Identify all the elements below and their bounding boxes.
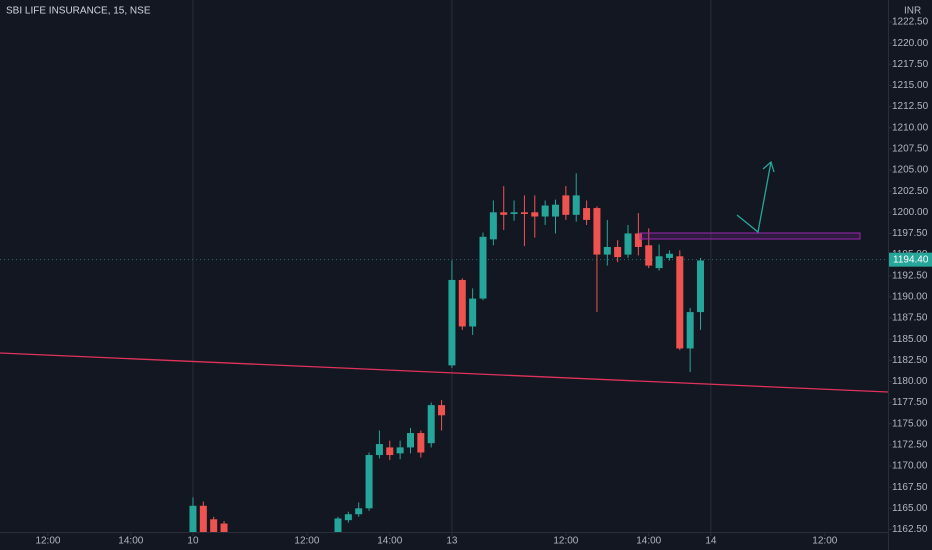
projection-arrow <box>736 161 772 234</box>
y-tick-label: 1170.00 <box>892 461 928 472</box>
candle-body <box>655 256 663 269</box>
y-tick-label: 1187.50 <box>892 313 928 324</box>
candle-body <box>406 433 414 448</box>
candle-body <box>665 253 673 258</box>
candle-body <box>510 212 518 214</box>
candle-body <box>479 236 487 299</box>
candle-body <box>520 212 528 214</box>
x-tick-label: 14:00 <box>377 536 402 547</box>
y-tick-label: 1210.00 <box>892 122 929 133</box>
y-tick-label: 1197.50 <box>892 228 928 239</box>
candle-body <box>531 212 539 217</box>
candle-body <box>583 208 591 220</box>
y-tick-label: 1190.00 <box>892 292 928 303</box>
x-tick-label: 14 <box>705 536 717 547</box>
y-tick-label: 1167.50 <box>892 482 928 493</box>
candle-body <box>189 505 197 532</box>
candle-body <box>427 405 435 444</box>
candle-body <box>552 204 560 217</box>
y-tick-label: 1192.50 <box>892 270 928 281</box>
candle-body <box>417 433 425 453</box>
x-tick-label: 12:00 <box>553 536 578 547</box>
trend-line <box>0 352 888 393</box>
candle-body <box>697 260 705 313</box>
candle-body <box>676 256 684 349</box>
drawings <box>0 160 888 393</box>
candle-body <box>562 195 570 215</box>
y-tick-label: 1205.00 <box>892 165 929 176</box>
y-tick-label: 1222.50 <box>892 17 929 28</box>
candle-body <box>500 212 508 215</box>
resistance-zone <box>639 232 861 240</box>
candle-body <box>614 246 622 258</box>
candle-body <box>634 233 642 247</box>
candle-body <box>624 233 632 255</box>
candle-body <box>572 195 580 215</box>
y-tick-label: 1220.00 <box>892 38 929 49</box>
arrow-head <box>762 160 775 173</box>
x-tick-label: 14:00 <box>636 536 661 547</box>
y-tick-label: 1200.00 <box>892 207 929 218</box>
y-tick-label: 1185.00 <box>892 334 928 345</box>
last-price-box <box>889 252 932 267</box>
candle-body <box>386 447 394 456</box>
x-tick-label: 12:00 <box>294 536 319 547</box>
y-tick-label: 1215.00 <box>892 80 929 91</box>
x-tick-label: 14:00 <box>118 536 143 547</box>
y-tick-label: 1180.00 <box>892 376 928 387</box>
candle-body <box>593 208 601 255</box>
candle-body <box>541 205 549 217</box>
candle-body <box>458 279 466 327</box>
plot-area <box>0 0 888 532</box>
candle-body <box>489 212 497 240</box>
candle-body <box>645 245 653 266</box>
candle-body <box>220 523 228 532</box>
candle-body <box>210 519 218 532</box>
y-tick-label: 1172.50 <box>892 440 928 451</box>
candle-body <box>603 246 611 255</box>
candle-body <box>686 312 694 349</box>
y-tick-label: 1212.50 <box>892 101 929 112</box>
candle-body <box>438 405 446 416</box>
y-tick-label: 1182.50 <box>892 355 928 366</box>
x-tick-label: 13 <box>446 536 458 547</box>
y-tick-label: 1202.50 <box>892 186 929 197</box>
last-price-label: 1194.40 <box>893 254 929 265</box>
x-tick-label: 12:00 <box>812 536 837 547</box>
candle-body <box>334 518 342 532</box>
candle-body <box>355 508 363 515</box>
symbol-title: SBI LIFE INSURANCE, 15, NSE <box>6 6 151 17</box>
y-tick-label: 1177.50 <box>892 397 928 408</box>
currency-label: INR <box>904 6 921 17</box>
y-tick-label: 1162.50 <box>892 524 928 535</box>
y-tick-label: 1175.00 <box>892 418 928 429</box>
x-tick-label: 10 <box>187 536 199 547</box>
y-tick-label: 1207.50 <box>892 143 929 154</box>
candle-body <box>365 455 373 509</box>
candle-body <box>396 447 404 454</box>
candle-body <box>375 444 383 456</box>
candle-body <box>344 514 352 521</box>
x-tick-label: 12:00 <box>35 536 60 547</box>
candle-body <box>199 505 207 532</box>
candle-body <box>448 279 456 366</box>
y-tick-label: 1165.00 <box>892 503 928 514</box>
y-tick-label: 1217.50 <box>892 59 929 70</box>
candle-body <box>469 298 477 327</box>
